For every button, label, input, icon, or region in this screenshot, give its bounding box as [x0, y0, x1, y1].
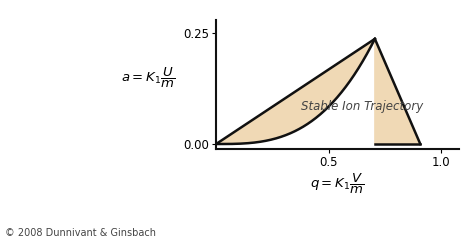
Polygon shape — [216, 39, 375, 144]
X-axis label: $q = K_1 \dfrac{V}{m}$: $q = K_1 \dfrac{V}{m}$ — [310, 172, 365, 196]
Y-axis label: $a = K_1 \dfrac{U}{m}$: $a = K_1 \dfrac{U}{m}$ — [121, 66, 175, 90]
Polygon shape — [375, 39, 420, 144]
Text: Stable Ion Trajectory: Stable Ion Trajectory — [301, 100, 423, 113]
Text: © 2008 Dunnivant & Ginsbach: © 2008 Dunnivant & Ginsbach — [5, 228, 156, 238]
